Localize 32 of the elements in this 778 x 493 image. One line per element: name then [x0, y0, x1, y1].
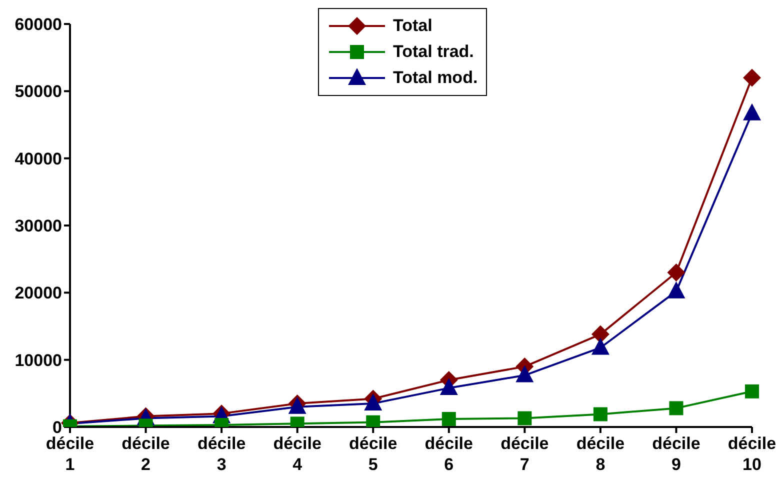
x-tick-label: décile 4	[273, 434, 322, 474]
point	[516, 365, 534, 382]
y-tick-label: 30000	[14, 216, 62, 236]
x-tick-label: décile 5	[349, 434, 398, 474]
y-tick-label: 10000	[14, 350, 62, 370]
point	[743, 103, 761, 120]
legend-label: Total mod.	[393, 68, 478, 88]
x-tick-label: décile 3	[197, 434, 246, 474]
point	[667, 264, 686, 282]
y-tick-label: 60000	[14, 15, 62, 34]
y-tick-label: 20000	[14, 284, 62, 303]
point	[667, 281, 686, 298]
x-tick-label: décile 6	[424, 434, 473, 474]
legend-label: Total	[393, 16, 432, 36]
point	[743, 68, 761, 87]
point	[593, 407, 608, 422]
point	[591, 325, 610, 344]
point	[591, 338, 610, 355]
point	[745, 384, 759, 398]
legend-label: Total trad.	[393, 42, 474, 62]
x-tick-label: décile 2	[122, 434, 170, 474]
x-tick-label: décile 7	[500, 434, 549, 474]
y-tick-label: 50000	[14, 82, 62, 102]
x-tick-label: décile 9	[652, 434, 700, 474]
point	[518, 411, 532, 426]
point	[440, 378, 458, 396]
point	[442, 412, 456, 426]
point	[364, 393, 382, 410]
point	[669, 401, 684, 416]
y-tick-label: 40000	[14, 149, 62, 168]
x-tick-label: décile 8	[576, 434, 625, 474]
x-tick-label: décile 10	[728, 434, 776, 474]
